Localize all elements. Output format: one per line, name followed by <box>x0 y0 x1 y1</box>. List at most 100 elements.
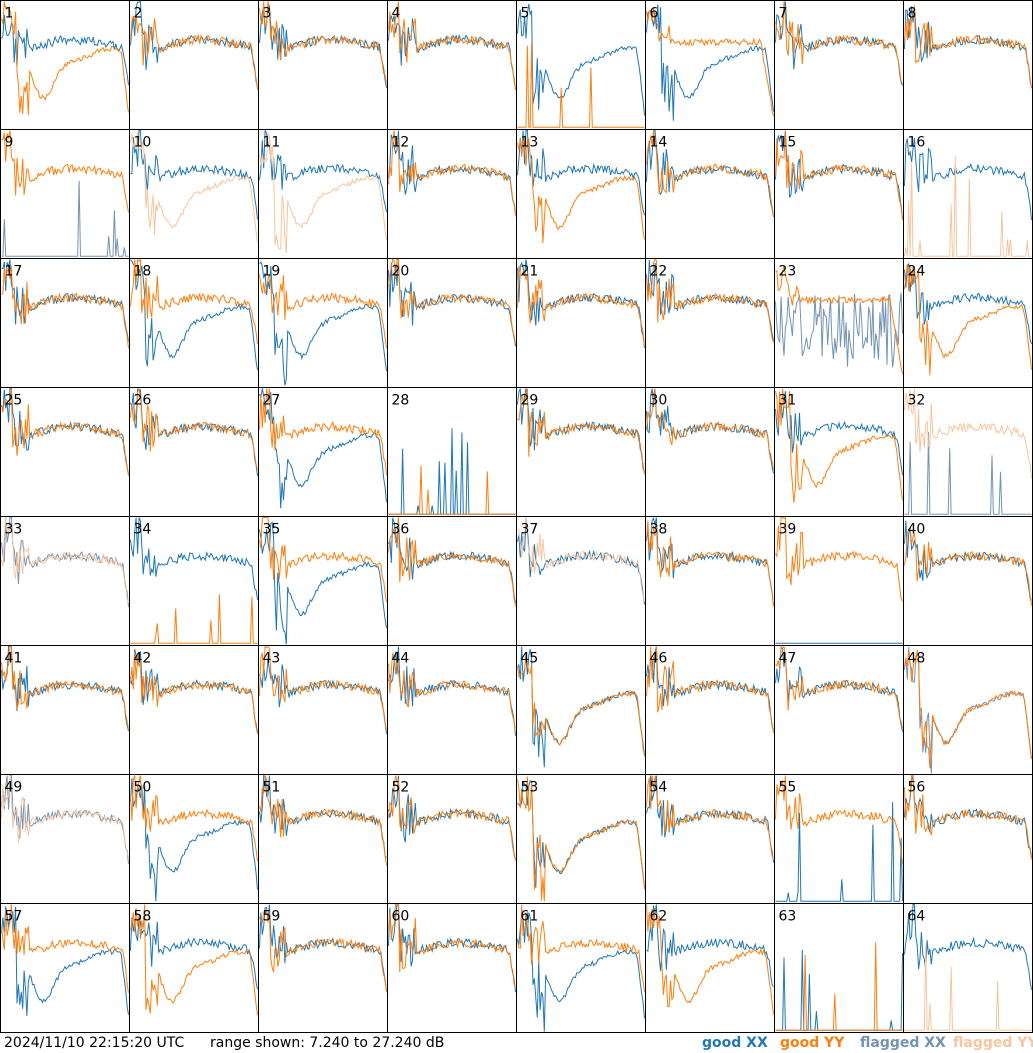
series-yy-24 <box>904 264 1032 376</box>
panel-label: 24 <box>908 264 926 280</box>
panel-label: 13 <box>521 135 539 151</box>
panel-19: 19 <box>258 258 388 388</box>
panel-5: 5 <box>516 0 646 130</box>
panel-61: 61 <box>516 903 646 1033</box>
range-label: range shown: 7.240 to 27.240 dB <box>210 1035 445 1051</box>
series-yy-25 <box>1 388 129 476</box>
series-yy-30 <box>646 388 774 471</box>
panel-frame <box>903 0 1033 130</box>
panel-36: 36 <box>387 516 517 646</box>
panel-label: 19 <box>263 264 281 280</box>
panel-frame <box>645 0 775 130</box>
series-yy-45 <box>517 652 645 757</box>
panel-16: 16 <box>903 129 1033 259</box>
panel-6: 6 <box>645 0 775 130</box>
panel-label: 15 <box>779 135 797 151</box>
series-yy-1 <box>1 1 129 116</box>
panel-35: 35 <box>258 516 388 646</box>
panel-label: 50 <box>134 780 152 796</box>
panel-frame <box>774 129 904 259</box>
series-xx-16 <box>904 138 1032 220</box>
panel-24: 24 <box>903 258 1033 388</box>
panel-frame <box>645 645 775 775</box>
panel-39: 39 <box>774 516 904 646</box>
panel-label: 43 <box>263 651 281 667</box>
panel-label: 33 <box>5 522 23 538</box>
panel-label: 36 <box>392 522 410 538</box>
legend-good-yy: good YY <box>780 1035 845 1051</box>
series-yy-33 <box>1 518 129 603</box>
panel-label: 60 <box>392 909 410 925</box>
panel-label: 27 <box>263 393 281 409</box>
panel-54: 54 <box>645 774 775 904</box>
panel-label: 44 <box>392 651 410 667</box>
panel-label: 5 <box>521 6 530 22</box>
panel-label: 51 <box>263 780 281 796</box>
panel-frame <box>129 903 259 1033</box>
panel-label: 35 <box>263 522 281 538</box>
panel-4: 4 <box>387 0 517 130</box>
series-yy-12 <box>388 130 516 217</box>
series-yy-17 <box>1 266 129 349</box>
panel-label: 54 <box>650 780 668 796</box>
panel-label: 9 <box>5 135 14 151</box>
series-yy-44 <box>388 653 516 734</box>
panel-13: 13 <box>516 129 646 259</box>
panel-label: 47 <box>779 651 797 667</box>
panel-43: 43 <box>258 645 388 775</box>
panel-frame <box>258 645 388 775</box>
panel-label: 21 <box>521 264 539 280</box>
panel-label: 11 <box>263 135 281 151</box>
panel-frame <box>258 903 388 1033</box>
series-yy-51 <box>259 775 387 866</box>
series-yy-56 <box>904 775 1032 860</box>
panel-label: 8 <box>908 6 917 22</box>
series-yy-64 <box>904 945 1032 1031</box>
panel-label: 57 <box>5 909 23 925</box>
series-xx-22 <box>646 260 774 341</box>
series-yy-39 <box>775 516 903 602</box>
panel-label: 12 <box>392 135 410 151</box>
panel-label: 38 <box>650 522 668 538</box>
panel-50: 50 <box>129 774 259 904</box>
series-yy-42 <box>130 651 258 735</box>
series-yy-13 <box>517 136 645 244</box>
panel-44: 44 <box>387 645 517 775</box>
panel-frame <box>774 645 904 775</box>
panel-label: 10 <box>134 135 152 151</box>
series-xx-53 <box>517 780 645 888</box>
panel-7: 7 <box>774 0 904 130</box>
panel-frame <box>774 0 904 130</box>
panel-label: 31 <box>779 393 797 409</box>
panel-label: 41 <box>5 651 23 667</box>
series-yy-55 <box>775 775 903 865</box>
panel-10: 10 <box>129 129 259 259</box>
panel-17: 17 <box>0 258 130 388</box>
series-yy-15 <box>775 130 903 221</box>
panel-label: 39 <box>779 522 797 538</box>
panel-label: 30 <box>650 393 668 409</box>
panel-48: 48 <box>903 645 1033 775</box>
series-xx-38 <box>646 516 774 607</box>
panel-52: 52 <box>387 774 517 904</box>
panel-label: 32 <box>908 393 926 409</box>
panel-63: 63 <box>774 903 904 1033</box>
footer: 2024/11/10 22:15:20 UTC range shown: 7.2… <box>0 1033 1033 1053</box>
panel-frame <box>516 387 646 517</box>
panel-label: 64 <box>908 909 926 925</box>
legend-flagged-xx: flagged XX <box>860 1035 946 1051</box>
series-xx-6 <box>646 4 774 121</box>
series-yy-40 <box>904 527 1032 606</box>
series-yy-43 <box>259 645 387 730</box>
panel-frame <box>387 258 517 388</box>
panel-label: 22 <box>650 264 668 280</box>
panel-frame <box>774 516 904 646</box>
panel-label: 58 <box>134 909 152 925</box>
panel-label: 4 <box>392 6 401 22</box>
panel-frame <box>516 516 646 646</box>
panel-label: 53 <box>521 780 539 796</box>
panel-label: 56 <box>908 780 926 796</box>
panel-frame <box>258 774 388 904</box>
series-yy-16 <box>904 156 1032 257</box>
